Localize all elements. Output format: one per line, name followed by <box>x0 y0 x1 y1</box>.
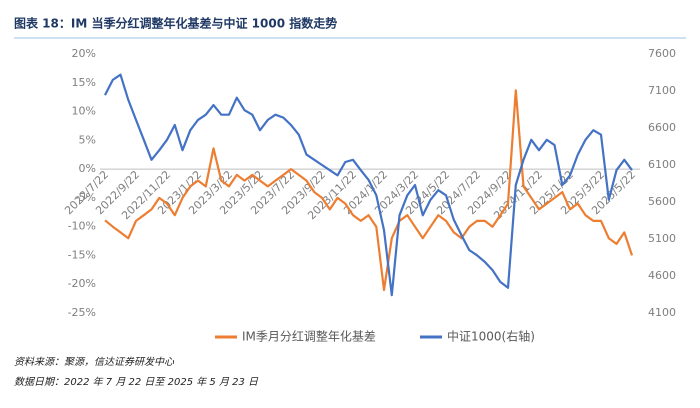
y-tick-label: 0% <box>79 162 96 175</box>
y2-tick-label: 7600 <box>648 47 676 60</box>
y-tick-label: -10% <box>68 220 96 233</box>
y2-tick-label: 5100 <box>648 232 676 245</box>
y2-tick-label: 6100 <box>648 158 676 171</box>
y-tick-label: -15% <box>68 248 96 261</box>
y-tick-label: 10% <box>72 105 96 118</box>
series-line <box>104 89 634 292</box>
chart-title: 图表 18：IM 当季分红调整年化基差与中证 1000 指数走势 <box>14 16 337 31</box>
y-tick-label: 20% <box>72 47 96 60</box>
footnote: 数据日期：2022 年 7 月 22 日至 2025 年 5 月 23 日 <box>14 376 259 388</box>
series-line <box>104 73 633 297</box>
y2-tick-label: 5600 <box>648 195 676 208</box>
y2-tick-label: 4600 <box>648 269 676 282</box>
y2-tick-label: 6600 <box>648 121 676 134</box>
footnote: 资料来源：聚源，信达证券研发中心 <box>14 356 175 368</box>
y2-tick-label: 7100 <box>648 84 676 97</box>
y-tick-label: -5% <box>75 191 96 204</box>
y-tick-label: -20% <box>68 277 96 290</box>
legend-label: 中证1000(右轴) <box>447 329 535 344</box>
y-tick-label: -25% <box>68 306 96 319</box>
y2-tick-label: 4100 <box>648 306 676 319</box>
y-tick-label: 5% <box>79 133 96 146</box>
y-tick-label: 15% <box>72 76 96 89</box>
legend-label: IM季月分红调整年化基差 <box>242 329 376 344</box>
